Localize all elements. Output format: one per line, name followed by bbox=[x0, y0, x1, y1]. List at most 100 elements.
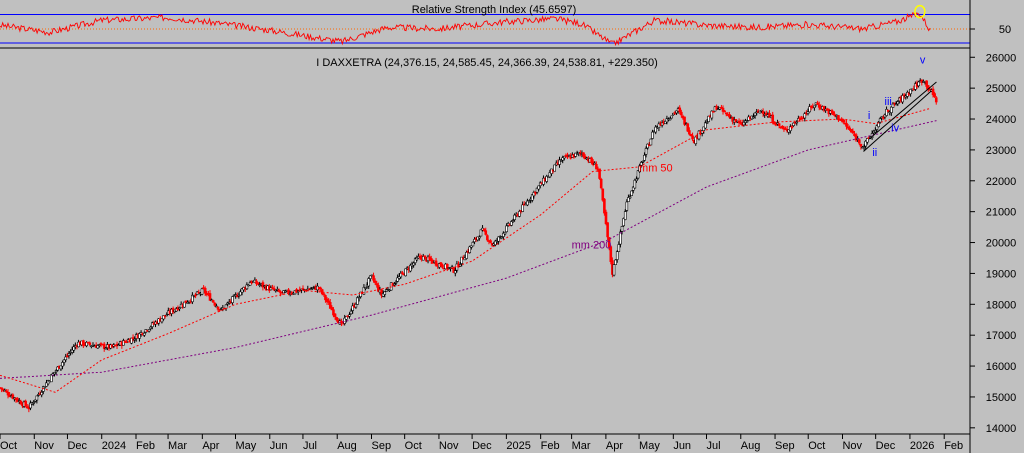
candle-body bbox=[848, 127, 851, 130]
candle-body bbox=[325, 298, 329, 303]
candle-body bbox=[322, 293, 326, 295]
candle-body bbox=[712, 111, 715, 113]
x-tick-label: Jul bbox=[706, 440, 720, 452]
rsi-tick-label: 50 bbox=[999, 24, 1011, 36]
candle-body bbox=[559, 160, 563, 162]
candle-body bbox=[760, 110, 763, 112]
candle-body bbox=[239, 291, 242, 296]
candle-body bbox=[934, 97, 938, 103]
candle-body bbox=[213, 302, 217, 306]
candle-body bbox=[537, 185, 540, 190]
price-title: I DAXXETRA (24,376.15, 24,585.45, 24,366… bbox=[316, 57, 658, 69]
candle-body bbox=[505, 225, 508, 233]
candle-body bbox=[258, 284, 262, 286]
x-tick-label: Feb bbox=[136, 440, 155, 452]
candle-body bbox=[917, 81, 920, 87]
candle-body bbox=[412, 262, 415, 266]
candle-body bbox=[563, 155, 566, 159]
candle-body bbox=[532, 192, 536, 197]
candle-body bbox=[668, 118, 672, 121]
candle-body bbox=[639, 162, 643, 166]
candle-body bbox=[866, 138, 869, 143]
candle-body bbox=[813, 105, 816, 108]
candle-body bbox=[409, 264, 412, 272]
candle-body bbox=[122, 340, 125, 346]
candle-body bbox=[901, 95, 904, 103]
candle-body bbox=[521, 204, 524, 212]
candle-body bbox=[215, 305, 218, 308]
candle-body bbox=[445, 264, 449, 270]
candle-body bbox=[500, 236, 504, 239]
candle-body bbox=[582, 152, 585, 157]
candle-body bbox=[320, 289, 324, 295]
candle-body bbox=[271, 287, 274, 289]
candle-body bbox=[53, 372, 56, 375]
candle-body bbox=[324, 295, 327, 301]
candle-body bbox=[816, 102, 819, 105]
candle-body bbox=[604, 211, 608, 225]
candle-body bbox=[32, 402, 35, 404]
candle-body bbox=[138, 333, 141, 339]
candle-body bbox=[883, 114, 887, 118]
candle-body bbox=[66, 355, 69, 358]
candle-body bbox=[482, 229, 486, 232]
candle-body bbox=[851, 130, 855, 134]
candle-body bbox=[806, 111, 810, 114]
candle-body bbox=[599, 178, 603, 189]
candle-body bbox=[530, 194, 534, 201]
candle-body bbox=[877, 121, 880, 128]
candle-body bbox=[859, 143, 863, 147]
candle-body bbox=[728, 114, 731, 118]
candle-body bbox=[397, 276, 401, 279]
candle-body bbox=[615, 251, 619, 260]
candle-body bbox=[617, 244, 621, 252]
candle-body bbox=[704, 122, 707, 129]
y-axis-ticks: 14000 15000 16000 17000 18000 19000 20000 21000… bbox=[970, 52, 1016, 435]
candle-body bbox=[40, 392, 43, 396]
candle-body bbox=[309, 288, 313, 291]
candle-body bbox=[191, 294, 194, 303]
candle-body bbox=[165, 314, 169, 317]
candle-body bbox=[11, 394, 15, 399]
candle-body bbox=[354, 303, 358, 308]
candle-body bbox=[470, 245, 473, 248]
y-tick-label: 26000 bbox=[986, 52, 1017, 64]
candle-body bbox=[781, 125, 784, 129]
candle-body bbox=[375, 283, 379, 286]
candle-body bbox=[460, 256, 464, 264]
y-tick-label: 20000 bbox=[986, 238, 1017, 250]
candle-body bbox=[319, 287, 322, 290]
candle-body bbox=[240, 288, 244, 293]
candle-body bbox=[186, 302, 189, 304]
candle-body bbox=[61, 362, 64, 367]
candle-body bbox=[822, 105, 826, 111]
candle-body bbox=[272, 288, 276, 291]
candle-body bbox=[683, 116, 686, 125]
candle-body bbox=[644, 148, 648, 155]
candle-body bbox=[832, 111, 835, 115]
candle-body bbox=[452, 267, 455, 273]
candle-body bbox=[330, 307, 334, 311]
x-tick-label: Dec bbox=[67, 440, 87, 452]
annotation-label: mm 200 bbox=[572, 240, 612, 252]
candle-body bbox=[46, 380, 50, 385]
candle-body bbox=[59, 365, 63, 370]
candle-body bbox=[803, 113, 807, 119]
candle-body bbox=[721, 107, 725, 112]
y-tick-label: 17000 bbox=[986, 330, 1017, 342]
candle-body bbox=[351, 305, 354, 311]
candle-body bbox=[64, 356, 68, 361]
candle-body bbox=[664, 120, 667, 124]
x-tick-label: Nov bbox=[842, 440, 862, 452]
candle-body bbox=[854, 134, 858, 141]
x-tick-label: 2025 bbox=[506, 440, 530, 452]
candle-body bbox=[864, 140, 868, 147]
candle-body bbox=[67, 353, 71, 356]
candle-body bbox=[147, 329, 151, 332]
candle-body bbox=[558, 159, 561, 165]
candle-body bbox=[707, 115, 710, 122]
candle-body bbox=[715, 106, 718, 110]
candle-body bbox=[636, 170, 640, 179]
candle-body bbox=[50, 374, 53, 383]
candle-body bbox=[753, 112, 757, 116]
